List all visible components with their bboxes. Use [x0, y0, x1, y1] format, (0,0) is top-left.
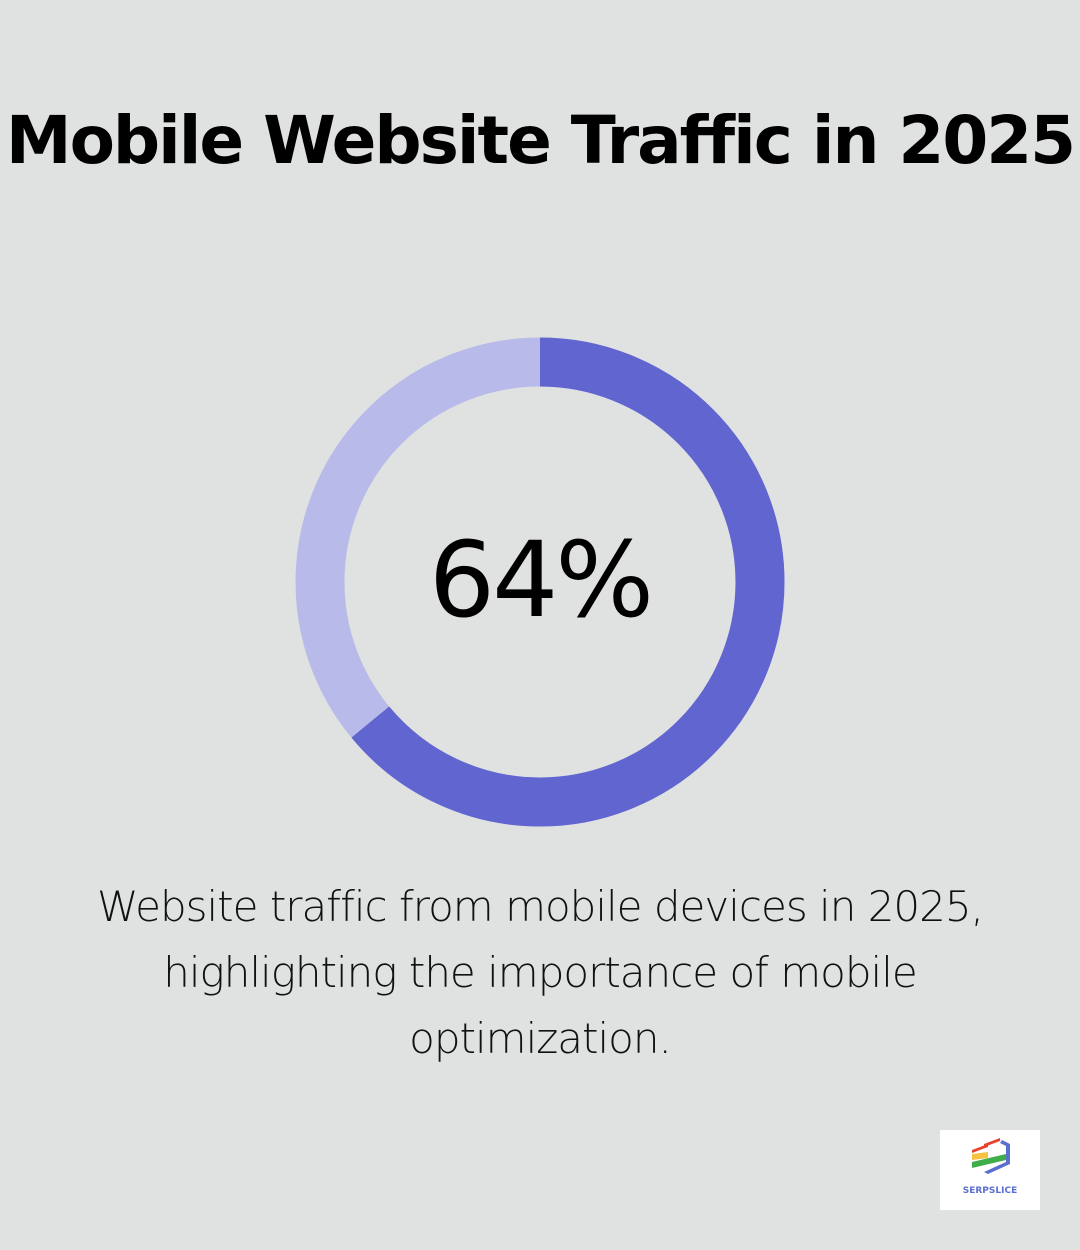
donut-mobile-segment — [295, 337, 785, 827]
brand-logo: SERPSLICE — [940, 1130, 1040, 1210]
logo-text: SERPSLICE — [962, 1186, 1018, 1196]
percentage-label: 64% — [428, 519, 654, 641]
chart-title: Mobile Website Traffic in 2025 — [5, 102, 1076, 179]
donut-chart — [295, 337, 785, 827]
chart-caption: Website traffic from mobile devices in 2… — [97, 882, 984, 1063]
serpslice-logo-icon — [972, 1138, 1010, 1174]
